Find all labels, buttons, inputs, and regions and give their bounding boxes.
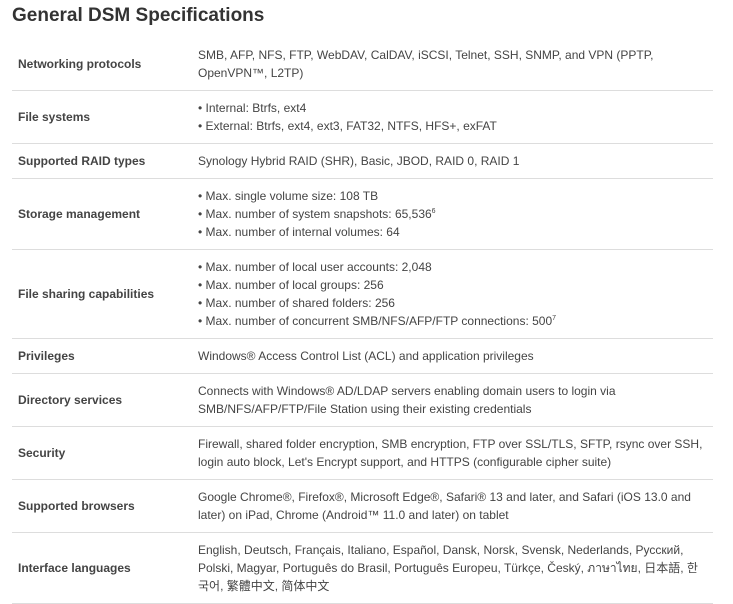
spec-value: Firewall, shared folder encryption, SMB … (192, 426, 713, 480)
spec-row: Interface languages English, Deutsch, Fra… (12, 532, 713, 604)
spec-label: Networking protocols (12, 38, 192, 91)
spec-row: Storage managementMax. single volume siz… (12, 178, 713, 250)
spec-value: Max. single volume size: 108 TB Max. numb… (192, 178, 713, 250)
spec-label: Storage management (12, 178, 192, 250)
spec-item: External: Btrfs, ext4, ext3, FAT32, NTFS… (198, 117, 707, 135)
spec-label: Directory services (12, 373, 192, 427)
spec-row: Privileges Windows® Access Control List (… (12, 338, 713, 374)
spec-label: Supported browsers (12, 479, 192, 533)
footnote: 6 (431, 208, 436, 215)
spec-list: Max. number of local user accounts: 2,04… (198, 258, 707, 330)
spec-value: Windows® Access Control List (ACL) and a… (192, 338, 713, 374)
spec-value: Connects with Windows® AD/LDAP servers e… (192, 373, 713, 427)
item-text: Max. number of internal volumes: 64 (205, 225, 400, 239)
spec-item: Max. number of internal volumes: 64 (198, 223, 707, 241)
spec-value: Max. number of local user accounts: 2,04… (192, 249, 713, 339)
item-text: External: Btrfs, ext4, ext3, FAT32, NTFS… (205, 119, 497, 133)
spec-item: Max. number of shared folders: 256 (198, 294, 707, 312)
spec-label: File sharing capabilities (12, 249, 192, 339)
item-text: Max. single volume size: 108 TB (205, 189, 379, 203)
spec-row: Supported browsers Google Chrome®, Firefo… (12, 479, 713, 533)
spec-value: English, Deutsch, Français, Italiano, Es… (192, 532, 713, 604)
spec-value: Synology Hybrid RAID (SHR), Basic, JBOD,… (192, 143, 713, 179)
spec-row: Security Firewall, shared folder encrypti… (12, 426, 713, 480)
spec-value: SMB, AFP, NFS, FTP, WebDAV, CalDAV, iSCS… (192, 38, 713, 91)
item-text: Max. number of concurrent SMB/NFS/AFP/FT… (205, 314, 553, 328)
spec-row: Supported RAID types Synology Hybrid RAID… (12, 143, 713, 179)
spec-table: Networking protocols SMB, AFP, NFS, FTP, … (12, 38, 713, 604)
spec-item: Max. number of local groups: 256 (198, 276, 707, 294)
spec-item: Max. number of concurrent SMB/NFS/AFP/FT… (198, 312, 707, 330)
item-text: Max. number of local user accounts: 2,04… (205, 260, 432, 274)
spec-item: Max. number of system snapshots: 65,5366 (198, 205, 707, 223)
item-text: Max. number of shared folders: 256 (205, 296, 395, 310)
spec-row: File sharing capabilities Max. number of … (12, 249, 713, 339)
spec-label: File systems (12, 90, 192, 144)
spec-label: Interface languages (12, 532, 192, 604)
item-text: Internal: Btrfs, ext4 (205, 101, 307, 115)
item-text: Max. number of system snapshots: 65,536 (205, 207, 432, 221)
spec-item: Max. number of local user accounts: 2,04… (198, 258, 707, 276)
spec-value: Google Chrome®, Firefox®, Microsoft Edge… (192, 479, 713, 533)
spec-row: Directory services Connects with Windows®… (12, 373, 713, 427)
spec-item: Internal: Btrfs, ext4 (198, 99, 707, 117)
spec-item: Max. single volume size: 108 TB (198, 187, 707, 205)
spec-value: Internal: Btrfs, ext4 External: Btrfs, ex… (192, 90, 713, 144)
item-text: Max. number of local groups: 256 (205, 278, 384, 292)
spec-row: Networking protocols SMB, AFP, NFS, FTP, … (12, 38, 713, 91)
footnote: 7 (552, 315, 557, 322)
spec-list: Max. single volume size: 108 TB Max. numb… (198, 187, 707, 241)
spec-label: Security (12, 426, 192, 480)
spec-label: Privileges (12, 338, 192, 374)
title: General DSM Specifications (12, 5, 265, 26)
spec-list: Internal: Btrfs, ext4 External: Btrfs, ex… (198, 99, 707, 135)
spec-row: File systems Internal: Btrfs, ext4 Externa… (12, 90, 713, 144)
spec-label: Supported RAID types (12, 143, 192, 179)
